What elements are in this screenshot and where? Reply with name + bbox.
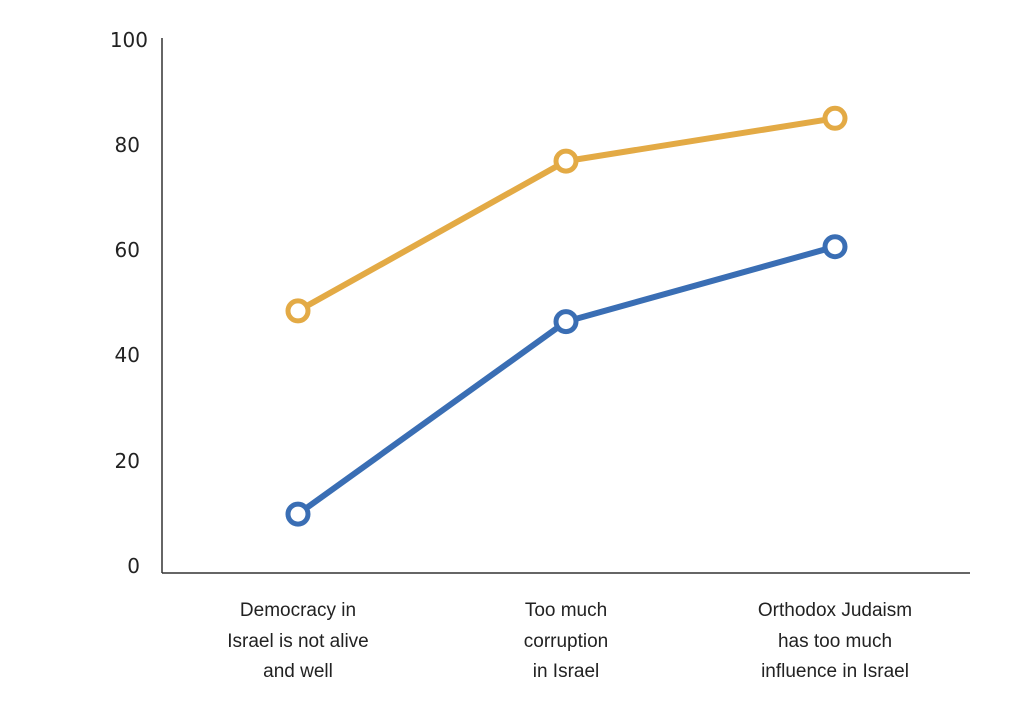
y-tick-label-100: 100: [110, 28, 148, 52]
category-label-corruption-line-3: in Israel: [533, 661, 600, 682]
series-1-point-1: [553, 309, 579, 335]
y-tick-label-20: 20: [115, 449, 140, 473]
series-layer: [285, 105, 848, 527]
category-label-orthodox-line-2: has too much: [778, 631, 892, 652]
category-label-corruption-line-1: Too much: [525, 600, 607, 621]
y-axis-ticks: 0 20 40 60 80 100: [110, 28, 148, 578]
series-0-line: [296, 115, 836, 314]
x-axis-category-labels: Democracy in Israel is not alive and wel…: [227, 600, 912, 682]
series-1-line: [296, 243, 836, 517]
series-0-point-0: [285, 298, 311, 324]
y-tick-label-0: 0: [127, 554, 140, 578]
series-0-point-2: [822, 105, 848, 131]
category-label-democracy-line-2: Israel is not alive: [227, 631, 369, 652]
y-tick-label-40: 40: [115, 343, 140, 367]
category-label-orthodox-line-3: influence in Israel: [761, 661, 909, 682]
category-label-orthodox-line-1: Orthodox Judaism: [758, 600, 912, 621]
category-label-democracy-line-1: Democracy in: [240, 600, 356, 621]
y-tick-label-80: 80: [115, 133, 140, 157]
series-0-point-1: [553, 148, 579, 174]
series-0: [285, 105, 848, 324]
y-tick-label-60: 60: [115, 238, 140, 262]
series-1-point-0: [285, 501, 311, 527]
category-label-democracy-line-3: and well: [263, 661, 333, 682]
series-1: [285, 234, 848, 527]
category-label-corruption-line-2: corruption: [524, 631, 609, 652]
series-1-point-2: [822, 234, 848, 260]
